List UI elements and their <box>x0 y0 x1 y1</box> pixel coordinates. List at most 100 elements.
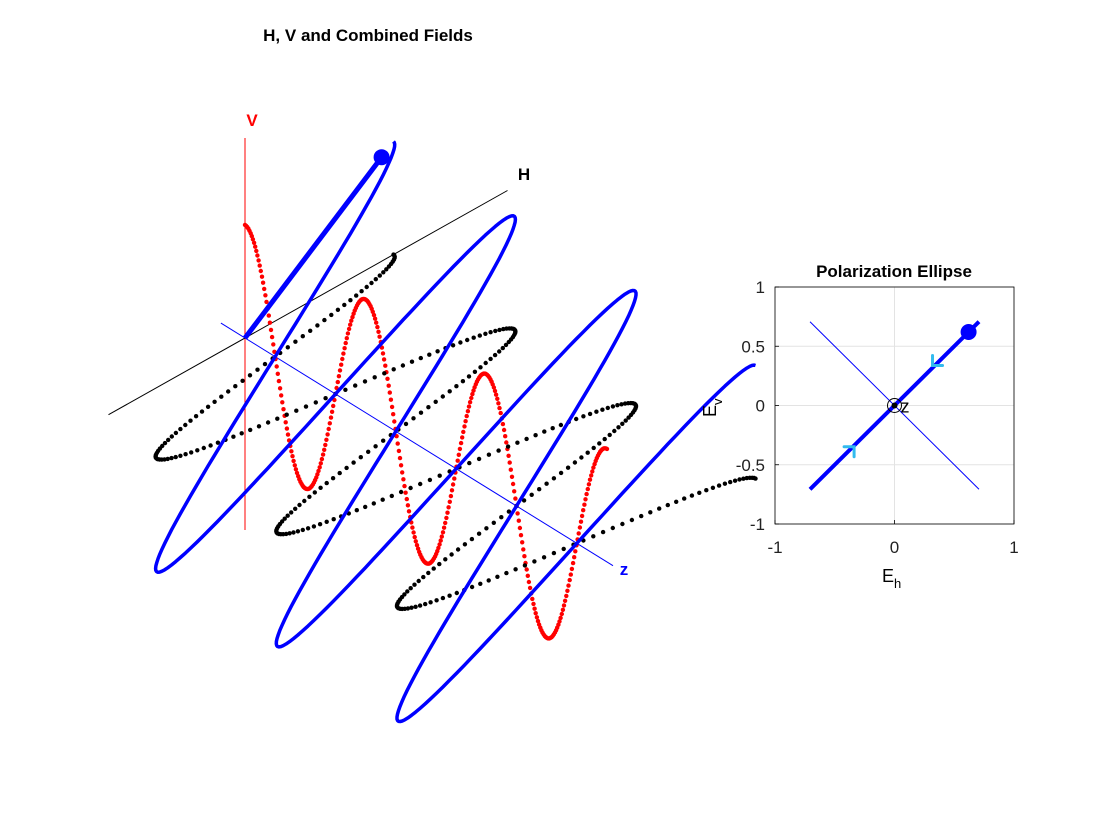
field-point-v-292 <box>573 549 578 554</box>
field-point-v-252 <box>527 585 533 591</box>
field-point-h-73 <box>265 420 271 425</box>
field-point-v-38 <box>285 432 291 437</box>
field-point-v-197 <box>465 409 471 414</box>
field-point-v-18 <box>263 293 268 298</box>
ellipse-marks: z <box>808 320 981 491</box>
field-point-h-309 <box>710 485 716 490</box>
field-point-h-201 <box>581 414 586 419</box>
field-point-v-307 <box>590 469 595 474</box>
field-point-h-78 <box>313 400 318 405</box>
field-point-v-75 <box>327 421 332 426</box>
field-point-h-250 <box>443 557 448 562</box>
field-point-v-45 <box>293 467 299 472</box>
field-point-h-12 <box>369 280 374 286</box>
field-point-h-302 <box>657 506 662 511</box>
x-tick-label: 0 <box>890 538 899 557</box>
current-field-vector <box>243 155 384 340</box>
field-point-v-30 <box>276 378 282 384</box>
field-point-h-227 <box>602 436 607 442</box>
field-point-v-72 <box>324 437 329 442</box>
field-point-h-23 <box>300 334 305 339</box>
field-point-h-20 <box>322 317 327 323</box>
field-point-h-66 <box>208 443 213 448</box>
field-point-h-67 <box>215 440 221 445</box>
field-point-h-239 <box>521 498 527 503</box>
current-point-marker <box>960 324 977 341</box>
field-point-h-206 <box>610 404 616 409</box>
field-point-h-143 <box>324 480 329 486</box>
direction-arrow-0 <box>931 353 945 367</box>
field-point-h-79 <box>323 396 328 401</box>
field-point-h-248 <box>455 547 461 552</box>
field-point-h-305 <box>682 496 687 501</box>
field-point-h-36 <box>205 404 211 409</box>
field-point-v-86 <box>340 356 345 362</box>
field-point-v-226 <box>498 410 503 416</box>
field-point-h-171 <box>317 522 323 527</box>
field-point-v-84 <box>337 368 343 373</box>
field-point-h-194 <box>524 436 529 442</box>
field-point-h-85 <box>382 371 387 376</box>
field-point-h-69 <box>231 434 236 439</box>
field-point-h-88 <box>409 359 415 364</box>
field-point-v-122 <box>380 351 386 356</box>
field-point-v-41 <box>289 449 294 454</box>
field-point-h-273 <box>413 604 418 609</box>
field-point-h-15 <box>354 293 359 298</box>
field-point-v-123 <box>381 357 387 362</box>
field-point-v-283 <box>562 598 568 603</box>
field-point-h-280 <box>454 590 459 596</box>
field-point-h-169 <box>305 526 311 531</box>
field-point-v-190 <box>457 446 463 452</box>
field-point-v-223 <box>495 396 500 401</box>
field-point-v-194 <box>462 424 467 429</box>
field-point-h-203 <box>594 409 599 414</box>
field-point-h-226 <box>607 432 612 438</box>
field-point-v-220 <box>491 385 497 390</box>
field-point-v-118 <box>376 329 381 334</box>
field-point-v-93 <box>348 322 353 327</box>
field-point-v-285 <box>565 588 570 593</box>
field-point-h-274 <box>417 603 423 608</box>
field-point-v-137 <box>397 455 403 461</box>
field-point-h-241 <box>506 509 512 514</box>
field-point-v-16 <box>260 280 266 285</box>
field-point-h-185 <box>437 473 442 478</box>
field-point-v-297 <box>578 519 584 524</box>
field-point-v-151 <box>413 539 418 544</box>
field-point-h-75 <box>284 412 289 417</box>
field-point-h-183 <box>418 481 423 487</box>
field-point-h-124 <box>460 379 466 384</box>
field-point-v-296 <box>577 525 583 530</box>
field-point-v-256 <box>532 606 537 611</box>
field-point-h-91 <box>435 349 440 354</box>
field-point-v-89 <box>343 340 348 346</box>
field-point-h-22 <box>308 328 313 333</box>
field-point-v-25 <box>271 342 276 347</box>
field-point-v-21 <box>266 313 271 318</box>
field-point-v-174 <box>439 534 444 539</box>
y-tick-label: 0 <box>756 397 765 416</box>
field-point-h-200 <box>574 416 579 422</box>
field-point-h-125 <box>454 384 459 389</box>
field-point-v-192 <box>460 435 465 440</box>
field-point-h-251 <box>437 561 442 567</box>
field-point-v-280 <box>559 611 564 617</box>
field-point-v-284 <box>564 593 569 599</box>
field-point-h-137 <box>366 449 371 454</box>
field-point-v-259 <box>535 618 541 624</box>
field-point-v-15 <box>259 274 265 279</box>
field-series-v <box>242 222 610 641</box>
field-point-v-300 <box>582 502 587 507</box>
field-point-v-70 <box>322 447 327 452</box>
field-point-h-307 <box>697 490 702 495</box>
field-point-h-275 <box>423 601 428 607</box>
field-point-h-132 <box>403 421 409 427</box>
field-point-h-184 <box>427 477 433 483</box>
field-point-h-7 <box>386 264 392 269</box>
field-point-h-118 <box>492 352 498 358</box>
field-point-h-72 <box>256 424 262 429</box>
field-point-v-88 <box>342 346 347 351</box>
field-point-h-35 <box>212 399 217 404</box>
field-point-h-246 <box>469 536 475 542</box>
